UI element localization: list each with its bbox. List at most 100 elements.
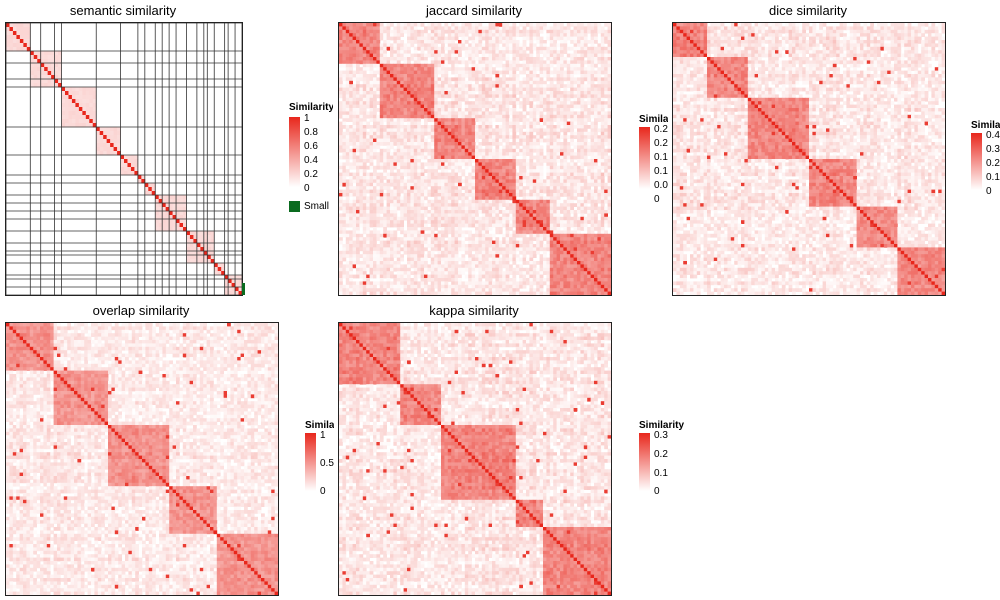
- heatmap-cell: [356, 169, 360, 173]
- heatmap-cell: [441, 216, 445, 221]
- heatmap-cell: [376, 80, 381, 85]
- heatmap-cell: [349, 29, 353, 34]
- heatmap-cell: [403, 159, 408, 163]
- heatmap-cell: [604, 114, 608, 119]
- heatmap-cell: [417, 203, 421, 207]
- heatmap-cell: [488, 63, 493, 68]
- heatmap-cell: [502, 77, 506, 82]
- heatmap-cell: [134, 159, 139, 164]
- heatmap-cell: [410, 165, 415, 170]
- heatmap-cell: [424, 94, 428, 99]
- heatmap-cell: [502, 121, 506, 126]
- heatmap-cell: [359, 108, 364, 112]
- heatmap-cell: [526, 77, 530, 82]
- heatmap-cell: [393, 40, 398, 44]
- heatmap-cell: [549, 138, 554, 143]
- heatmap-cell: [369, 53, 374, 58]
- heatmap-cell: [481, 142, 486, 146]
- heatmap-cell: [495, 142, 500, 146]
- heatmap-cell: [172, 199, 177, 204]
- heatmap-cell: [417, 220, 421, 224]
- heatmap-cell: [366, 189, 370, 194]
- heatmap-cell: [536, 77, 540, 82]
- heatmap-cell: [349, 36, 353, 41]
- heatmap-cell: [475, 196, 479, 201]
- heatmap-cell: [502, 148, 506, 153]
- heatmap-cell: [23, 23, 28, 28]
- heatmap-cell: [441, 84, 445, 88]
- heatmap-cell: [342, 87, 347, 92]
- heatmap-cell: [376, 203, 381, 207]
- heatmap-cell: [532, 199, 537, 204]
- heatmap-cell: [437, 220, 442, 224]
- heatmap-cell: [560, 70, 564, 75]
- heatmap-cell: [342, 60, 347, 65]
- heatmap-cell: [390, 145, 394, 150]
- heatmap-cell: [155, 199, 160, 204]
- heatmap-cell: [597, 220, 602, 224]
- heatmap-cell: [607, 74, 611, 78]
- heatmap-cell: [390, 104, 394, 109]
- heatmap-cell: [546, 142, 551, 146]
- heatmap-cell: [468, 104, 472, 109]
- heatmap-cell: [169, 199, 173, 204]
- heatmap-cell: [590, 152, 595, 156]
- heatmap-cell: [549, 91, 554, 95]
- heatmap-cell: [509, 87, 513, 92]
- heatmap-cell: [103, 131, 108, 136]
- heatmap-cell: [238, 283, 242, 288]
- heatmap-cell: [172, 215, 177, 220]
- heatmap-cell: [444, 145, 449, 150]
- heatmap-cell: [495, 152, 500, 156]
- heatmap-cell: [468, 36, 472, 41]
- heatmap-cell: [342, 216, 347, 221]
- heatmap-cell: [566, 169, 571, 173]
- heatmap-cell: [539, 125, 544, 129]
- heatmap-cell: [495, 57, 500, 61]
- heatmap-cell: [509, 43, 513, 48]
- heatmap-cell: [464, 138, 469, 143]
- heatmap-cell: [352, 189, 357, 194]
- heatmap-cell: [553, 57, 557, 61]
- heatmap-cell: [447, 159, 452, 163]
- heatmap-cell: [403, 179, 408, 184]
- heatmap-cell: [96, 135, 101, 140]
- heatmap-cell: [600, 131, 605, 136]
- heatmap-cell: [519, 87, 523, 92]
- heatmap-cell: [231, 287, 236, 292]
- heatmap-cell: [468, 50, 472, 54]
- heatmap-cell: [386, 186, 391, 190]
- heatmap-cell: [549, 169, 554, 173]
- heatmap-cell: [214, 271, 219, 276]
- heatmap-cell: [441, 29, 445, 34]
- heatmap-cell: [430, 135, 435, 139]
- heatmap-cell: [92, 103, 97, 108]
- heatmap-cell: [179, 207, 184, 212]
- heatmap-cell: [458, 138, 462, 143]
- heatmap-cell: [519, 125, 523, 129]
- heatmap-cell: [471, 159, 476, 163]
- heatmap-cell: [502, 196, 506, 201]
- heatmap-cell: [519, 148, 523, 153]
- heatmap-cell: [437, 186, 442, 190]
- heatmap-cell: [543, 155, 547, 160]
- heatmap-cell: [560, 145, 564, 150]
- heatmap-cell: [369, 36, 374, 41]
- heatmap-cell: [410, 23, 415, 27]
- heatmap-cell: [386, 162, 391, 167]
- heatmap-cell: [193, 231, 198, 236]
- heatmap-cell: [386, 125, 391, 129]
- heatmap-cell: [515, 111, 520, 116]
- heatmap-cell: [383, 53, 387, 58]
- heatmap-cell: [369, 50, 374, 54]
- heatmap-cell: [420, 131, 425, 136]
- heatmap-cell: [464, 213, 469, 218]
- heatmap-cell: [475, 176, 479, 180]
- heatmap-cell: [485, 60, 489, 65]
- heatmap-cell: [529, 220, 534, 224]
- heatmap-cell: [99, 127, 104, 132]
- heatmap-cell: [553, 91, 557, 95]
- heatmap-cell: [441, 80, 445, 85]
- heatmap-cell: [539, 148, 544, 153]
- heatmap-cell: [434, 142, 438, 146]
